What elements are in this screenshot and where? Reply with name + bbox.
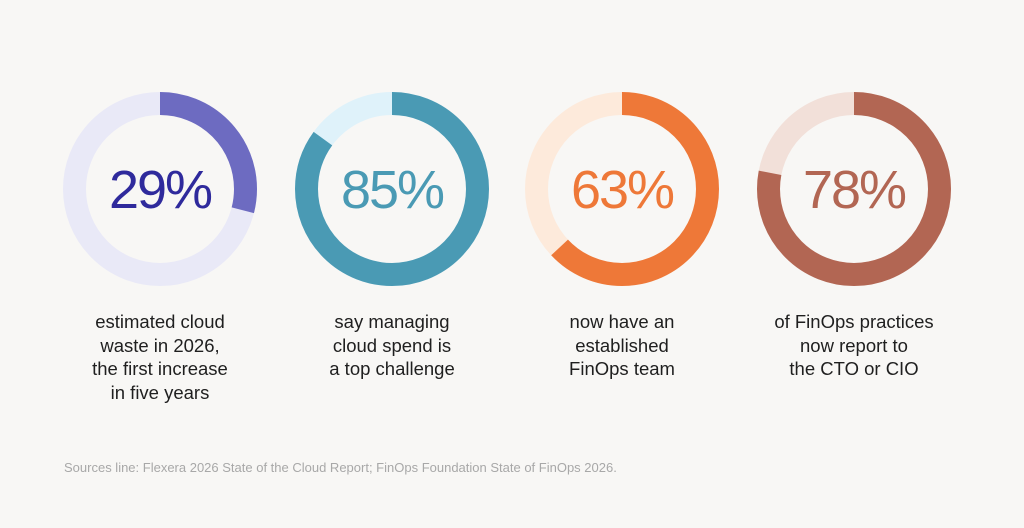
- percentage-label: 63%: [571, 160, 674, 220]
- stat-block: 78% of FinOps practices now report to the C…: [738, 92, 970, 381]
- donut-value-arc: [63, 92, 257, 286]
- donut-chart: 63%: [525, 92, 719, 286]
- caption-line: the CTO or CIO: [789, 358, 919, 379]
- caption-line: established: [575, 334, 669, 356]
- percentage-label: 78%: [803, 160, 906, 220]
- caption-line: estimated cloud: [95, 311, 225, 332]
- caption-line: FinOps team: [569, 358, 675, 379]
- sources-line: Sources line: Flexera 2026 State of the …: [64, 460, 617, 475]
- caption-line: in five years: [110, 381, 210, 403]
- caption-line: a top challenge: [329, 358, 455, 379]
- caption-line: now report to: [800, 334, 908, 356]
- donut-chart: 29%: [63, 92, 257, 286]
- percentage-label: 29%: [109, 160, 212, 220]
- caption-line: cloud spend is: [332, 334, 452, 356]
- caption-line: the first increase: [92, 358, 228, 379]
- stat-caption: estimated cloud waste in 2026, the first i…: [44, 310, 276, 404]
- percentage-label: 85%: [341, 160, 444, 220]
- donut-chart: 85%: [295, 92, 489, 286]
- donut-value-arc: [295, 92, 489, 286]
- stat-caption: of FinOps practices now report to the CTO …: [738, 310, 970, 381]
- donut-value-arc: [757, 92, 951, 286]
- caption-line: now have an: [569, 311, 675, 332]
- caption-line: waste in 2026,: [100, 334, 220, 356]
- donut-chart: 78%: [757, 92, 951, 286]
- caption-line: say managing: [334, 311, 450, 332]
- stat-caption: now have an established FinOps team: [506, 310, 738, 381]
- stat-caption: say managing cloud spend is a top challeng…: [276, 310, 508, 381]
- stat-block: 85% say managing cloud spend is a top chall…: [276, 92, 508, 381]
- stat-block: 29% estimated cloud waste in 2026, the firs…: [44, 92, 276, 404]
- donut-value-arc: [525, 92, 719, 286]
- stat-block: 63% now have an established FinOps team: [506, 92, 738, 381]
- caption-line: of FinOps practices: [774, 311, 934, 332]
